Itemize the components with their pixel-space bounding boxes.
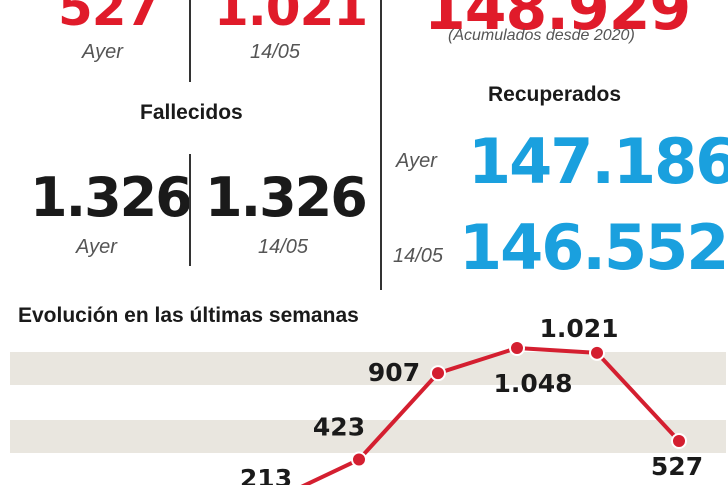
fallecidos-title: Fallecidos	[140, 101, 243, 124]
grid-band	[10, 352, 726, 385]
data-point	[351, 451, 367, 468]
data-label: 423	[313, 413, 365, 442]
data-point	[509, 340, 525, 356]
data-label: 907	[368, 358, 420, 387]
fallecidos-ayer-value: 1.326	[30, 166, 193, 229]
top-ayer-value: 527	[58, 0, 160, 37]
total-note: (Acumulados desde 2020)	[448, 27, 635, 44]
divider	[189, 0, 191, 82]
fallecidos-date-label: 14/05	[258, 236, 309, 258]
top-date-value: 1.021	[214, 0, 368, 37]
fallecidos-date-value: 1.326	[205, 166, 368, 229]
total-value: 148.929	[424, 0, 691, 44]
data-label: 1.048	[493, 369, 572, 398]
fallecidos-ayer-label: Ayer	[76, 236, 117, 258]
data-point	[671, 432, 687, 449]
recuperados-date-value: 146.552	[459, 211, 728, 284]
data-point	[430, 365, 446, 382]
data-label: 213	[240, 464, 292, 485]
data-label: 1.021	[539, 314, 618, 343]
series-line	[300, 346, 681, 485]
divider	[189, 154, 191, 266]
top-ayer-label: Ayer	[82, 41, 123, 63]
recuperados-title: Recuperados	[488, 83, 622, 106]
top-date-label: 14/05	[250, 41, 301, 63]
divider	[380, 0, 382, 290]
chart-title: Evolución en las últimas semanas	[18, 304, 359, 327]
data-point	[589, 344, 605, 361]
recuperados-date-label: 14/05	[393, 245, 444, 267]
recuperados-ayer-value: 147.186	[468, 125, 728, 198]
recuperados-ayer-label: Ayer	[396, 150, 437, 172]
data-label: 527	[651, 452, 703, 481]
